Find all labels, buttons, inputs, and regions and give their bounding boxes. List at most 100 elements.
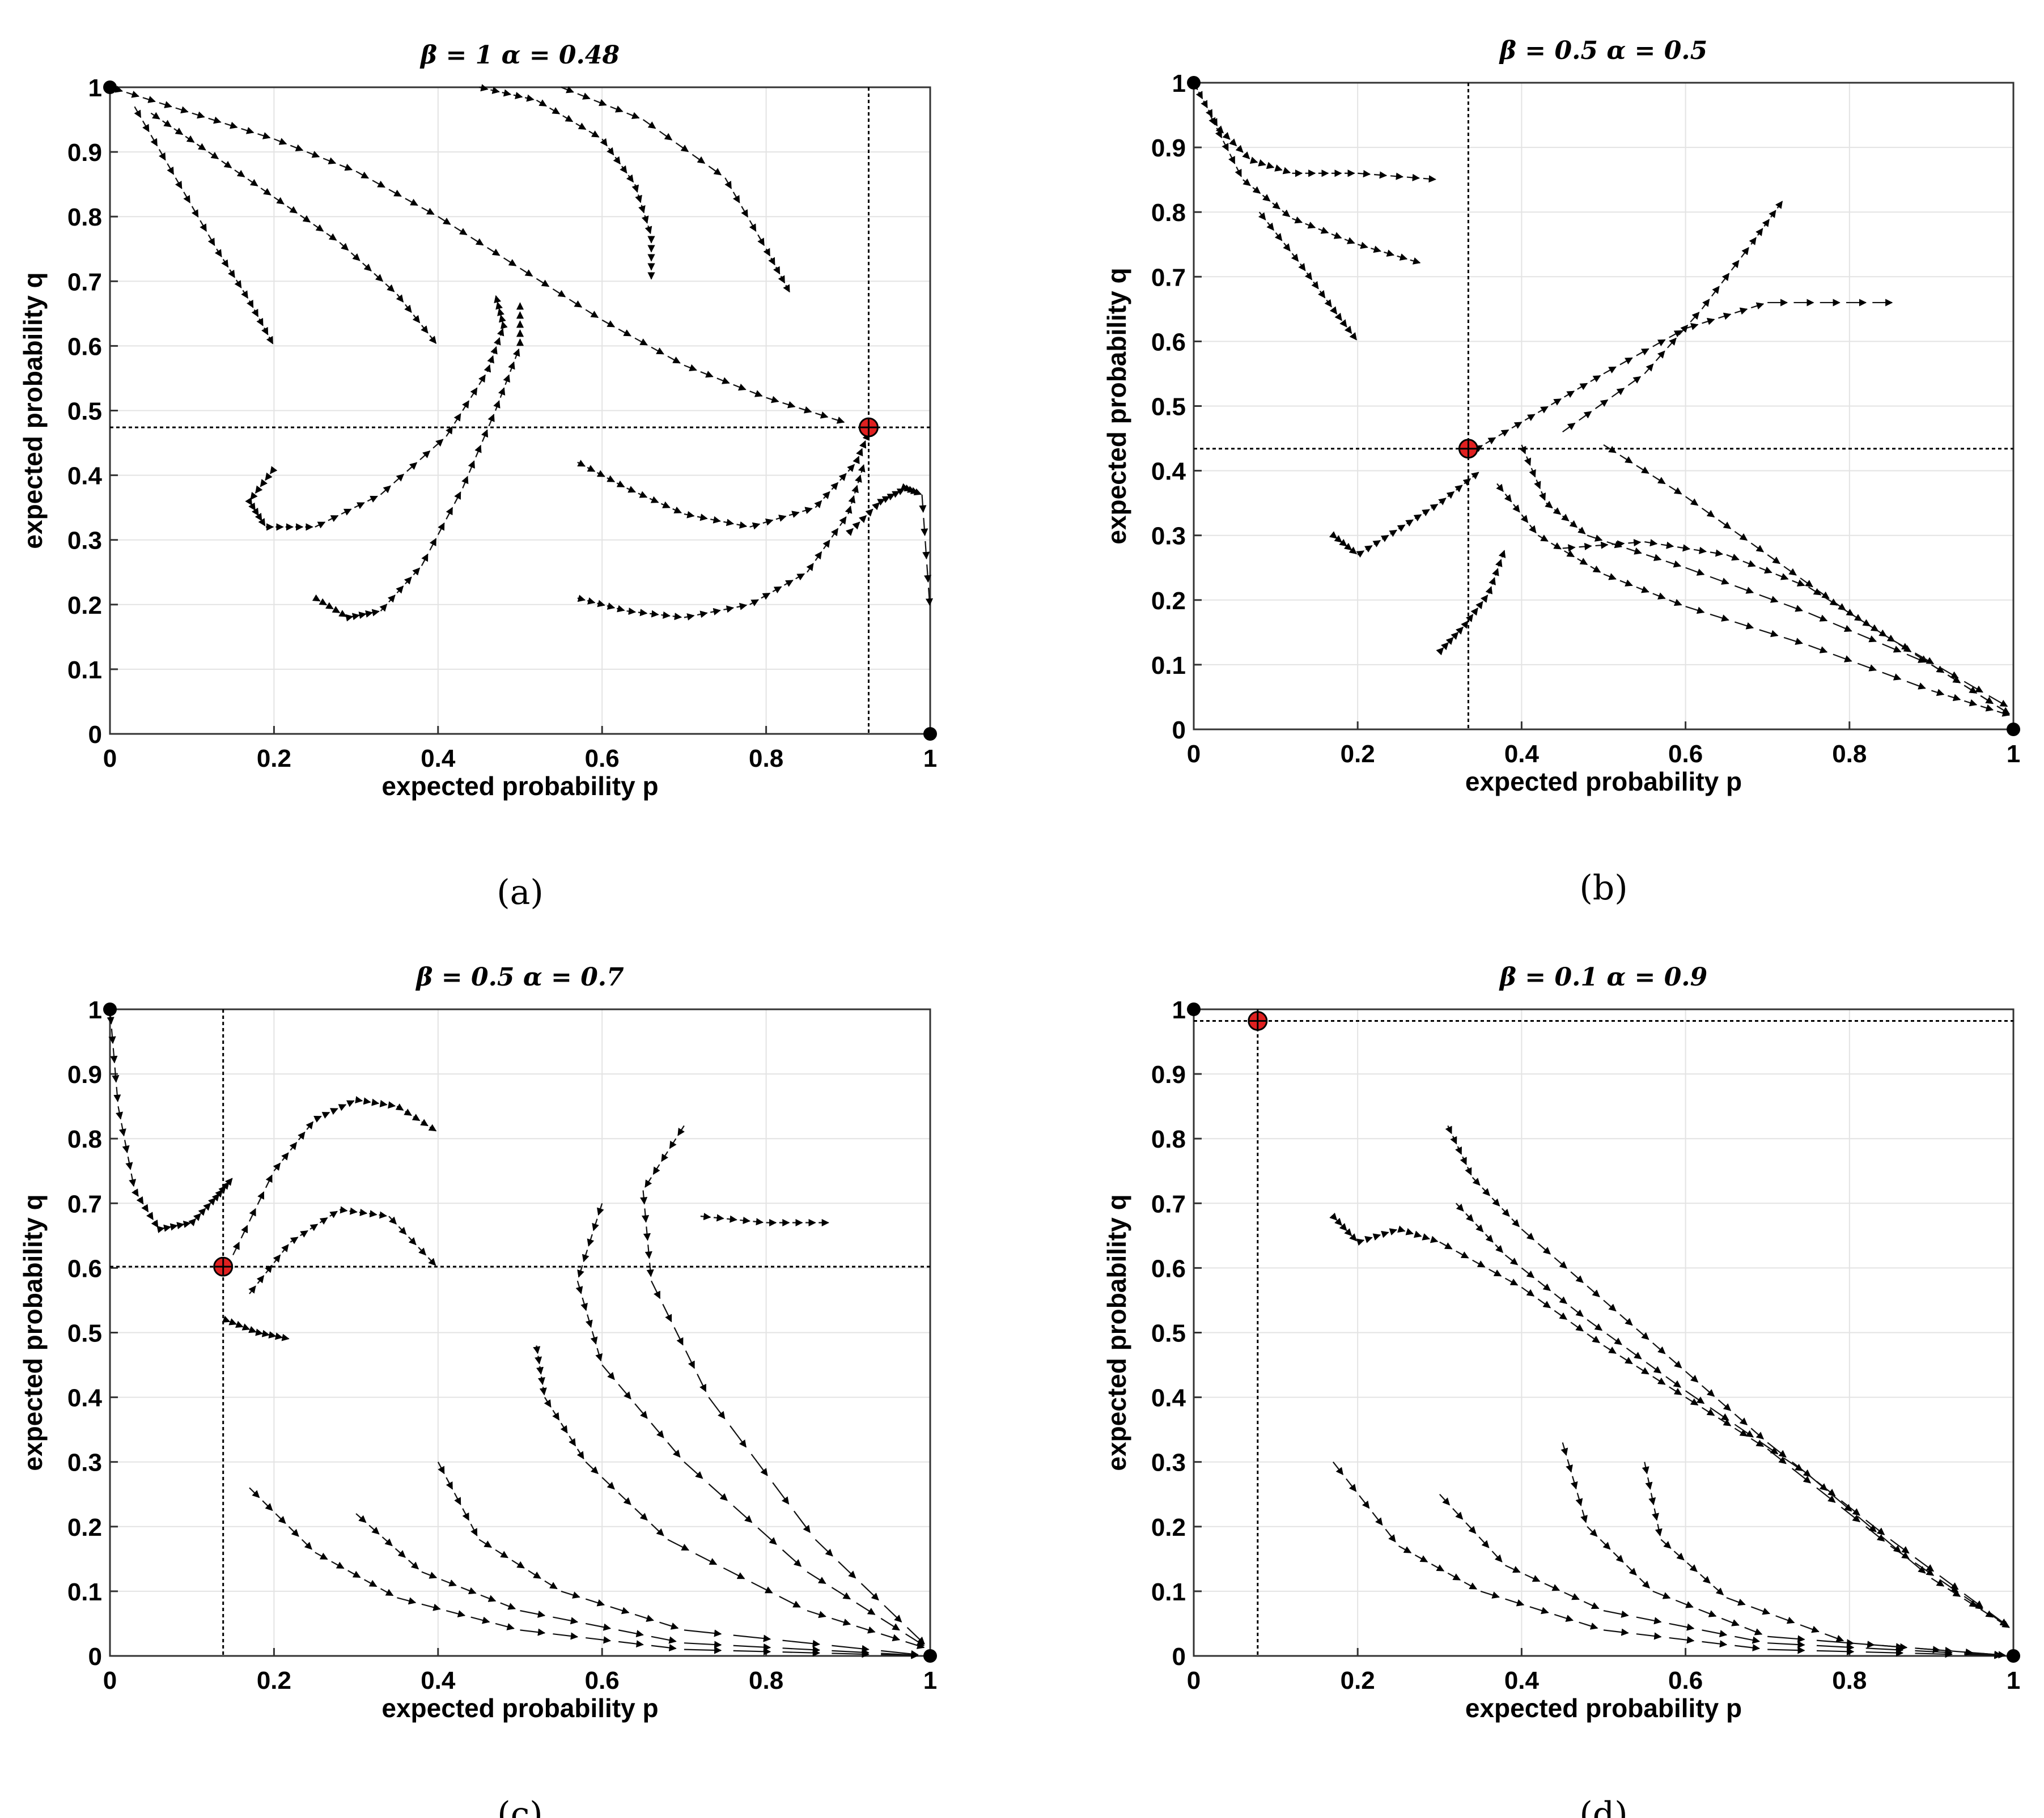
vector-arrow [675,142,689,152]
stable-point [923,727,937,741]
vector-arrow [1529,468,1536,478]
vector-arrow [1235,166,1242,177]
x-tick-label: 0.2 [1341,740,1375,768]
vector-arrow [323,157,337,164]
y-tick-label: 0 [88,721,102,749]
vector-arrow [695,1553,718,1565]
vector-arrow [1452,1508,1464,1520]
vector-trajectory [1332,1462,2002,1659]
vector-arrow [610,1606,630,1615]
vector-arrow [1833,1495,1852,1512]
equilibrium-point [1248,1011,1268,1031]
vector-arrow [1603,1610,1629,1618]
vector-arrow [1652,1376,1666,1385]
vector-arrow [667,355,681,364]
vector-arrow [1964,1596,1983,1610]
vector-arrow [1947,694,1961,702]
vector-arrow [1603,1345,1617,1354]
vector-arrow [183,1220,192,1228]
vector-arrow [638,609,648,617]
y-tick-label: 0.4 [67,462,103,490]
vector-arrow [1882,643,1902,653]
vector-arrow [113,1086,121,1102]
vector-arrow [1587,1319,1603,1331]
vector-arrow [369,1210,378,1218]
vector-arrow [1865,1519,1885,1535]
vector-arrow [1698,1608,1717,1617]
vector-arrow [1890,638,1910,651]
vector-arrow [806,563,814,573]
vector-arrow [188,1218,197,1226]
vector-arrow [251,507,259,516]
vector-arrow [1702,1640,1728,1648]
vector-arrow [1619,579,1633,587]
y-tick-label: 0.2 [67,592,102,619]
vector-arrow [1389,529,1398,537]
y-tick-label: 0.8 [67,203,102,231]
vector-arrow [925,588,934,606]
vector-arrow [660,501,671,508]
vector-arrow [753,1218,764,1226]
vector-arrow [732,1505,753,1523]
vector-trajectory [478,84,655,280]
vector-arrow [374,273,384,282]
vector-arrow [635,194,642,203]
vector-arrow [1628,539,1642,547]
vector-arrow [1775,1615,1795,1624]
vector-arrow [1462,478,1471,486]
vector-arrow [1906,681,1926,690]
vector-arrow [497,308,504,316]
vector-trajectory [700,1213,829,1227]
vector-arrow [576,1449,584,1460]
vector-arrow [684,1646,722,1654]
vector-arrow [1857,633,1877,643]
x-axis-label: expected probability p [1465,767,1742,796]
vector-arrow [536,99,547,107]
vector-arrow [697,610,708,618]
vector-arrow [175,106,189,114]
vector-arrow [1749,237,1757,245]
vector-arrow [766,396,779,403]
vector-arrow [1464,1581,1478,1590]
vector-arrow [312,594,321,602]
vector-arrow [494,295,502,304]
vector-arrow [1988,1611,2008,1626]
vector-arrow [1495,1244,1504,1253]
vector-arrow [255,1328,264,1336]
vector-arrow [1371,245,1381,253]
vector-arrow [462,400,469,411]
vector-arrow [618,1640,644,1648]
x-tick-label: 1 [2007,740,2020,768]
vector-arrow [1485,586,1493,594]
vector-arrow [536,278,550,287]
vector-arrow [358,611,367,619]
vector-arrow [1537,1298,1551,1309]
vector-arrow [856,448,863,457]
vector-arrow [1519,444,1526,455]
vector-arrow [661,611,671,619]
vector-arrow [634,337,648,346]
x-tick-label: 0.2 [257,745,291,772]
x-tick-label: 0 [103,745,117,772]
y-tick-label: 0.1 [1151,1578,1186,1606]
vector-arrow [1430,1235,1439,1243]
vector-arrow [438,216,451,225]
vector-arrow [1562,422,1576,433]
vector-arrow [1579,542,1592,551]
vector-arrow [313,223,324,232]
vector-arrow [732,192,740,203]
vector-arrow [1611,388,1625,398]
vector-trajectory [1562,201,1783,433]
vector-arrow [1710,613,1729,622]
vector-arrow [710,516,721,524]
vector-arrow [1397,253,1408,261]
vector-arrow [371,609,380,617]
vector-arrow [1685,606,1705,614]
vector-arrow [131,1188,139,1197]
vector-arrow [1783,1457,1803,1472]
vector-arrow [1612,540,1625,548]
vector-arrow [1735,1643,1761,1652]
vector-arrow [1414,1554,1428,1562]
vector-arrow [247,299,254,308]
vector-arrow [618,1384,631,1400]
